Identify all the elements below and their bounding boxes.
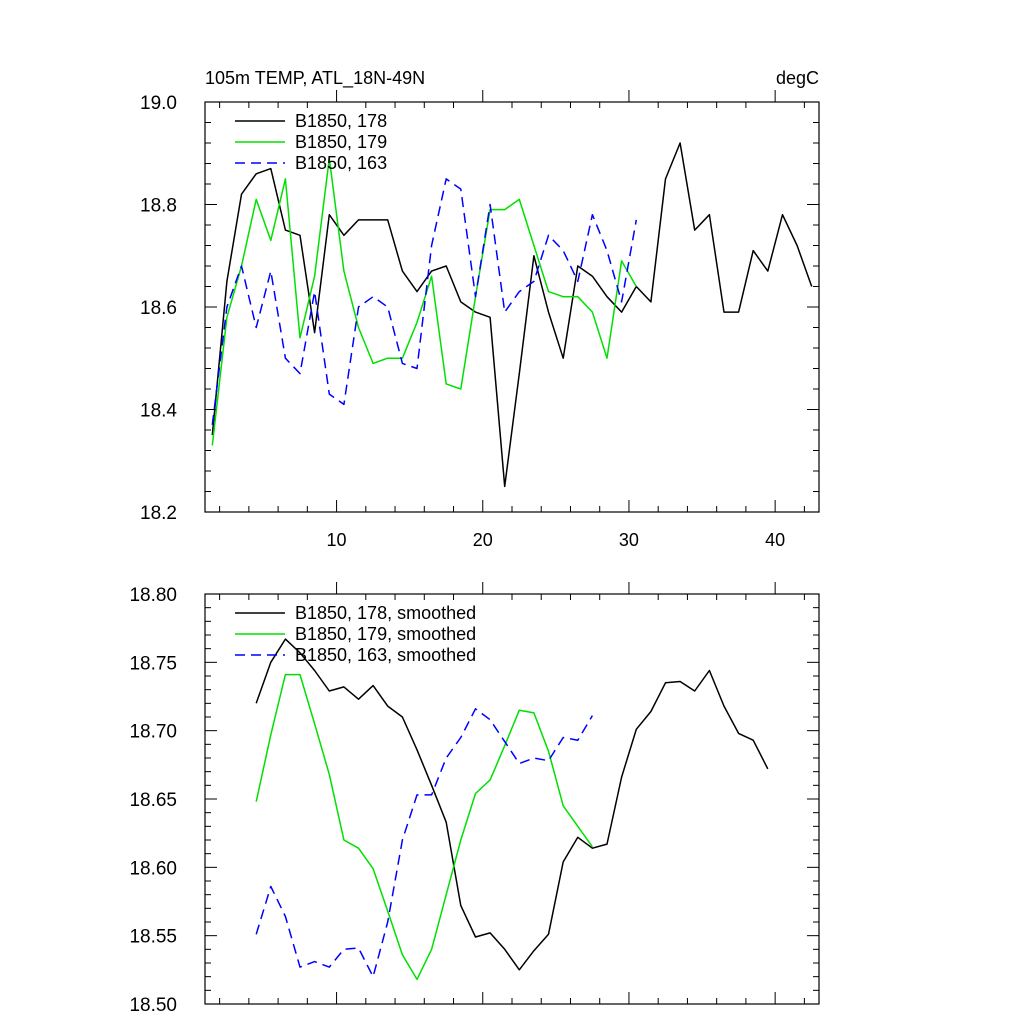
- bottom-y-tick-label: 18.75: [129, 653, 177, 674]
- bottom-series-line-0: [255, 638, 769, 971]
- top-units-label: degC: [776, 68, 819, 88]
- top-series-lines: [211, 142, 813, 488]
- top-y-tick-label: 18.6: [140, 298, 177, 319]
- top-x-tick-label: 10: [327, 530, 347, 550]
- bottom-legend-label-0: B1850, 178, smoothed: [295, 603, 476, 623]
- bottom-y-tick-label: 18.80: [129, 585, 177, 606]
- bottom-y-tick-label: 18.70: [129, 722, 177, 743]
- top-axis-tick-labels: 10 20 30 40 18.2 18.4 18.6 18.8 19.0: [140, 93, 785, 550]
- top-y-tick-label: 19.0: [140, 93, 177, 114]
- bottom-legend-label-1: B1850, 179, smoothed: [295, 624, 476, 644]
- top-y-tick-label: 18.2: [140, 503, 177, 524]
- top-series-line-0: [211, 142, 813, 488]
- bottom-y-tick-label: 18.55: [129, 927, 177, 948]
- top-axis-ticks: [205, 90, 819, 513]
- bottom-legend-label-2: B1850, 163, smoothed: [295, 645, 476, 665]
- top-series-line-2: [211, 178, 638, 425]
- top-x-tick-label: 20: [473, 530, 493, 550]
- top-title: 105m TEMP, ATL_18N-49N: [205, 68, 425, 89]
- top-panel: 105m TEMP, ATL_18N-49N degC 10 20 30 40 18.2…: [140, 68, 820, 550]
- top-x-tick-label: 30: [619, 530, 639, 550]
- bottom-y-tick-label: 18.60: [129, 858, 177, 879]
- top-legend-label-0: B1850, 178: [295, 111, 387, 131]
- bottom-axis-ticks: [205, 582, 819, 1005]
- bottom-series-lines: [255, 638, 769, 981]
- top-series-line-1: [211, 157, 637, 446]
- top-legend-label-2: B1850, 163: [295, 153, 387, 173]
- bottom-y-tick-label: 18.50: [129, 995, 177, 1016]
- top-y-tick-label: 18.8: [140, 196, 177, 217]
- bottom-series-line-1: [255, 673, 594, 981]
- bottom-axis-tick-labels: 18.50 18.55 18.60 18.65 18.70 18.75 18.80: [129, 585, 177, 1016]
- top-x-tick-label: 40: [765, 530, 785, 550]
- bottom-series-line-2: [255, 708, 594, 978]
- top-legend-label-1: B1850, 179: [295, 132, 387, 152]
- bottom-panel: 18.50 18.55 18.60 18.65 18.70 18.75 18.80 B185…: [129, 582, 820, 1016]
- top-y-tick-label: 18.4: [140, 401, 177, 422]
- bottom-y-tick-label: 18.65: [129, 790, 177, 811]
